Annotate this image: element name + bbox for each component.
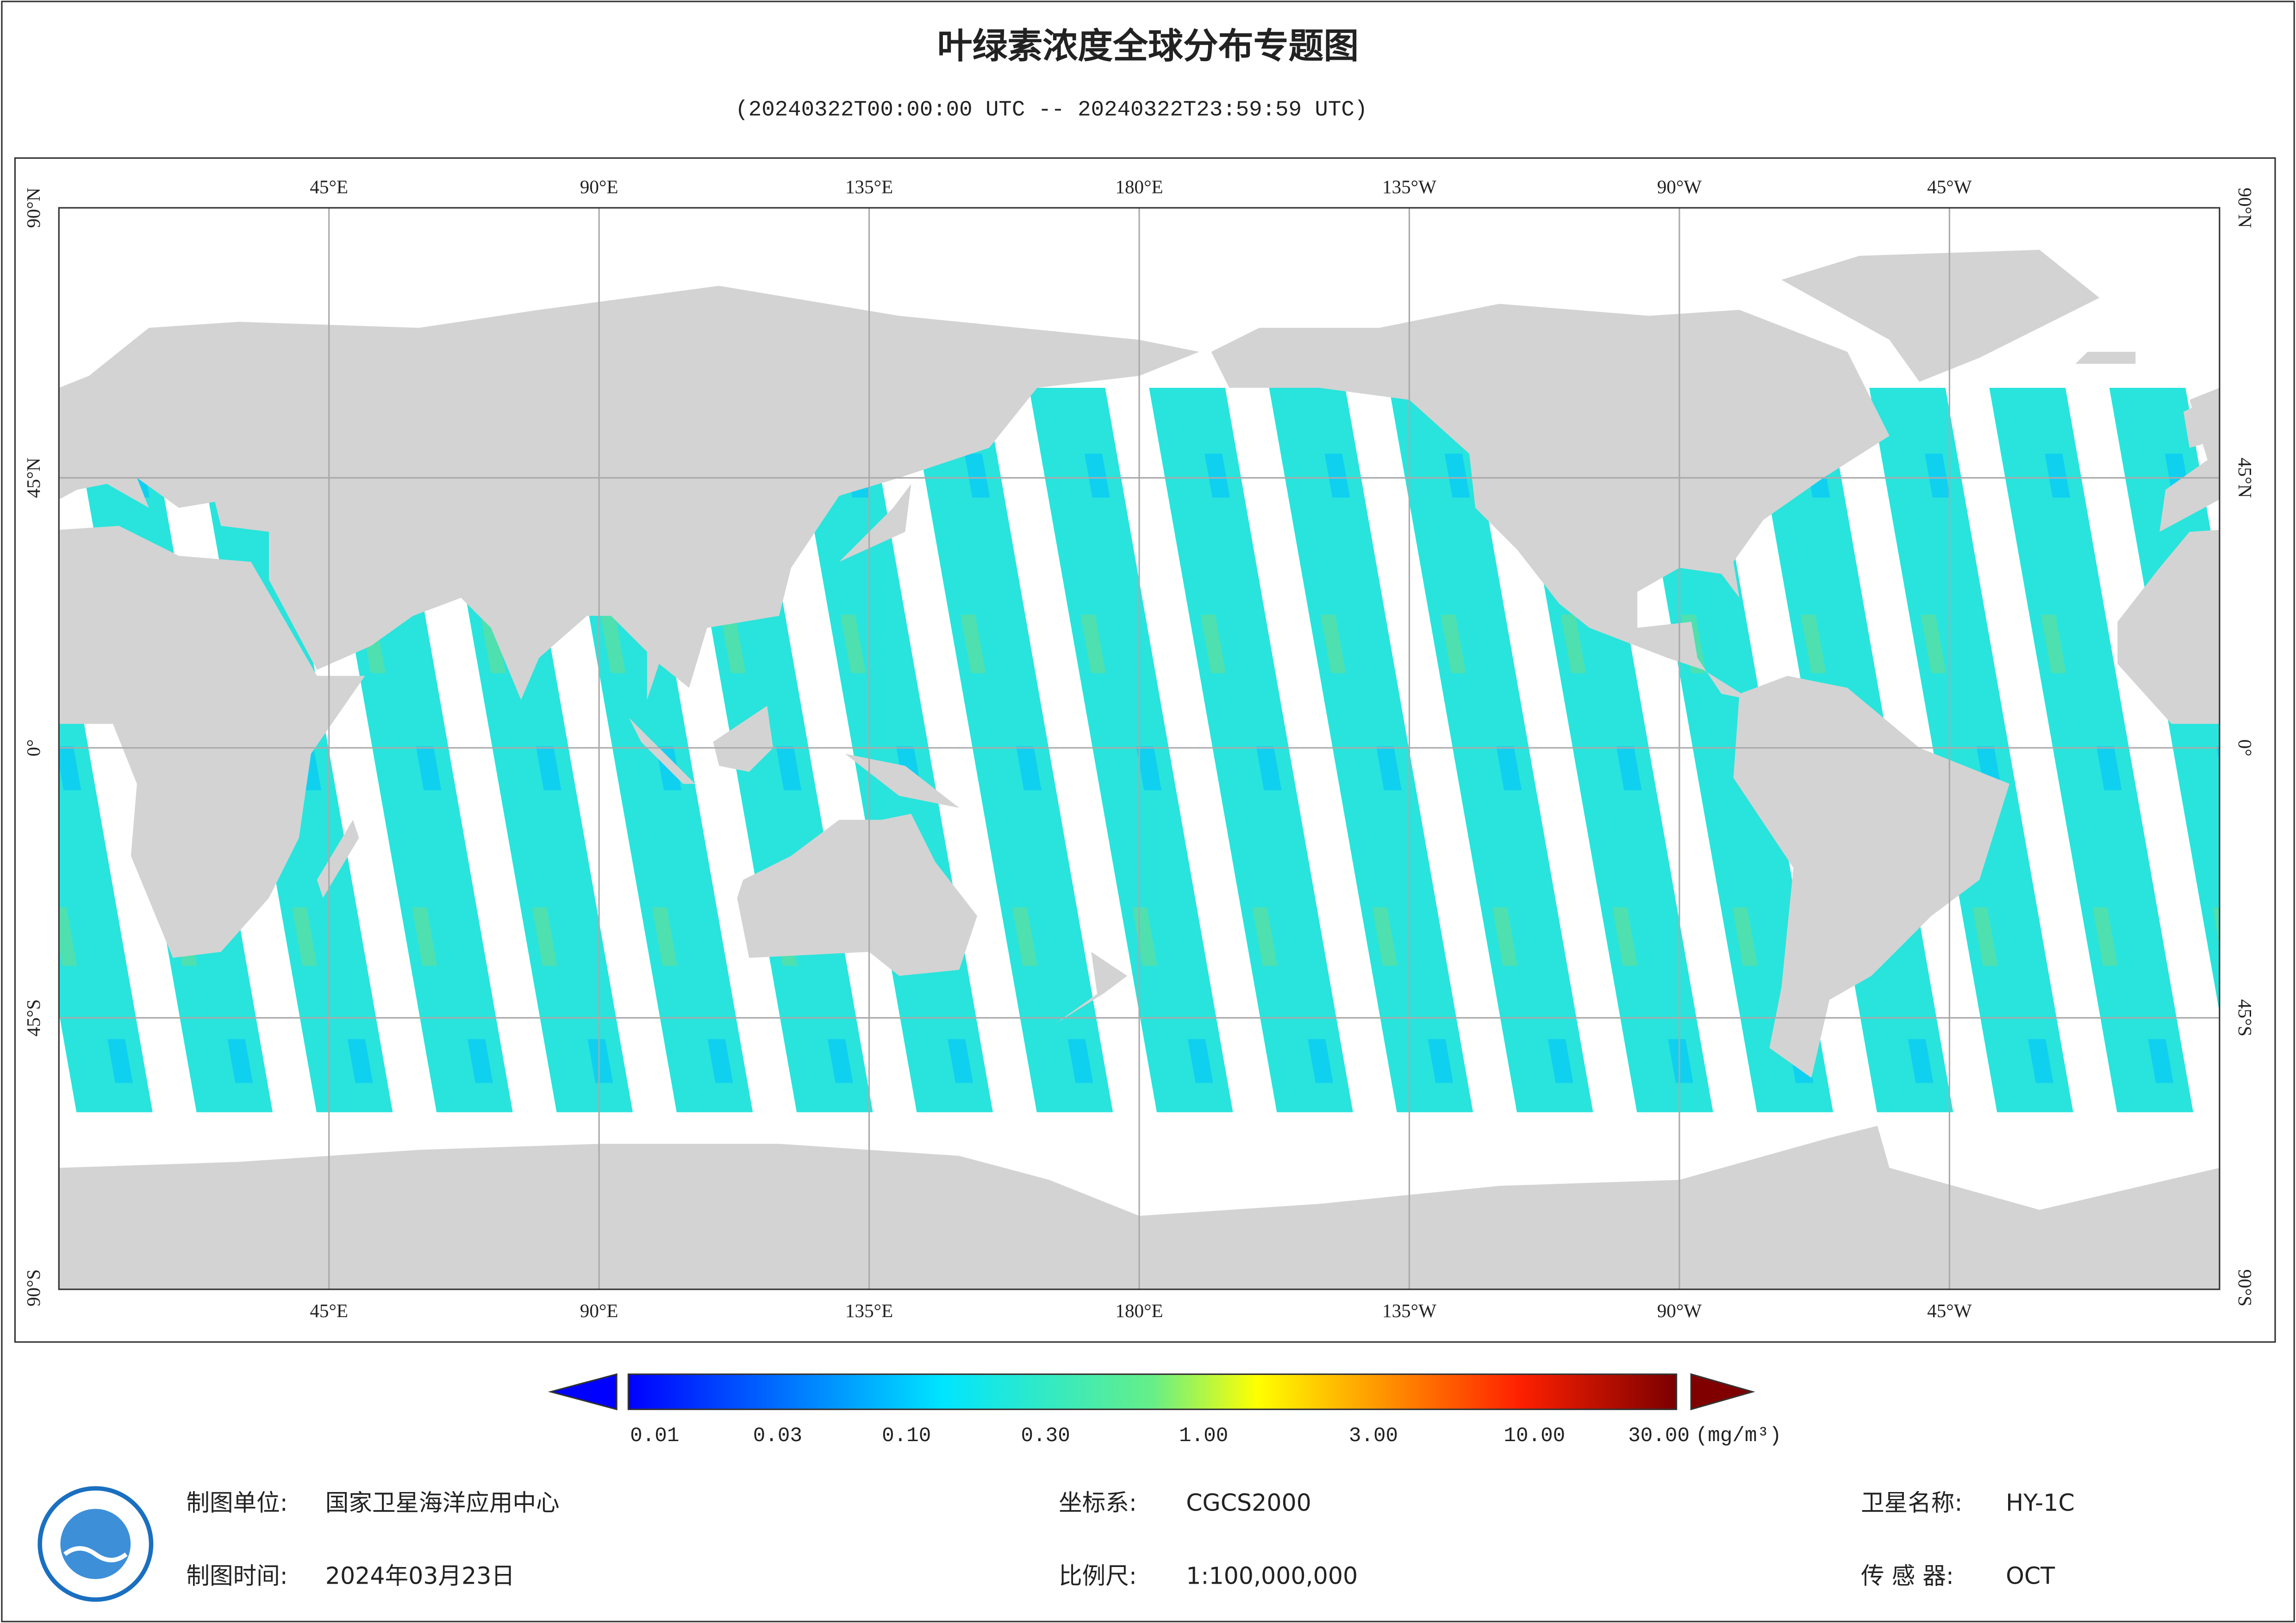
- greenland: [1781, 249, 2100, 382]
- footer-label: 比例尺:: [1059, 1562, 1137, 1589]
- footer-value: CGCS2000: [1186, 1489, 1311, 1516]
- lon-label-top: 45°W: [1927, 176, 1972, 197]
- lat-label-left: 90°S: [23, 1269, 44, 1306]
- madagascar: [317, 820, 359, 898]
- footer-value: 1:100,000,000: [1186, 1562, 1358, 1589]
- lon-label-bottom: 135°W: [1382, 1300, 1436, 1321]
- footer-label: 传 感 器:: [1861, 1562, 1954, 1589]
- australia: [737, 814, 977, 976]
- lon-label-bottom: 45°W: [1927, 1300, 1972, 1321]
- colorbar-unit: (mg/m³): [1696, 1424, 1782, 1448]
- japan: [839, 484, 911, 562]
- africa: [2117, 529, 2220, 724]
- colorbar-label: 30.00: [1628, 1424, 1690, 1448]
- colorbar-low-arrow: [548, 1373, 618, 1411]
- new-zealand: [1055, 951, 1128, 1024]
- colorbar-label: 0.10: [882, 1424, 931, 1448]
- colorbar-high-arrow: [1690, 1373, 1755, 1411]
- colorbar-label: 0.03: [753, 1424, 802, 1448]
- iceland: [2075, 352, 2136, 364]
- footer-value: HY-1C: [2006, 1489, 2075, 1516]
- colorbar-label: 0.01: [630, 1424, 679, 1448]
- logo: [37, 1486, 154, 1602]
- footer-label: 制图单位:: [186, 1489, 287, 1516]
- south-america: [1733, 676, 2010, 1078]
- lat-label-right: 90°S: [2234, 1269, 2256, 1306]
- lon-label-bottom: 45°E: [310, 1300, 348, 1321]
- title: 叶绿素浓度全球分布专题图: [937, 25, 1359, 66]
- footer-label: 制图时间:: [186, 1562, 287, 1589]
- lon-label-bottom: 180°E: [1115, 1300, 1163, 1321]
- map-frame: [58, 207, 2221, 1290]
- lat-label-right: 45°N: [2234, 458, 2256, 498]
- lon-label-top: 45°E: [310, 176, 348, 197]
- africa: [59, 526, 365, 958]
- footer-value: OCT: [2006, 1562, 2055, 1589]
- borneo: [713, 706, 774, 772]
- footer-label: 卫星名称:: [1861, 1489, 1962, 1516]
- colorbar: [627, 1373, 1678, 1410]
- lat-label-left: 90°N: [23, 187, 44, 228]
- britain: [59, 417, 71, 440]
- lat-label-right: 90°N: [2234, 187, 2256, 228]
- lon-label-top: 90°E: [580, 176, 618, 197]
- north-america: [1211, 304, 1890, 700]
- britain: [2184, 399, 2220, 448]
- footer-label: 坐标系:: [1059, 1489, 1137, 1516]
- colorbar-label: 1.00: [1179, 1424, 1228, 1448]
- colorbar-label: 10.00: [1504, 1424, 1565, 1448]
- lon-label-bottom: 90°E: [580, 1300, 618, 1321]
- lat-label-left: 45°N: [23, 458, 44, 498]
- subtitle: (20240322T00:00:00 UTC -- 20240322T23:59…: [735, 98, 1367, 123]
- footer-value: 国家卫星海洋应用中心: [325, 1489, 560, 1516]
- lat-label-right: 0°: [2234, 739, 2256, 756]
- lat-label-left: 45°S: [23, 999, 44, 1036]
- lat-label-right: 45°S: [2234, 999, 2256, 1036]
- logo-globe: [60, 1509, 131, 1579]
- lon-label-top: 135°W: [1382, 176, 1436, 197]
- lon-label-bottom: 90°W: [1657, 1300, 1702, 1321]
- logo-wave: [63, 1546, 128, 1562]
- lat-label-left: 0°: [23, 739, 44, 756]
- colorbar-label: 0.30: [1021, 1424, 1070, 1448]
- lon-label-top: 180°E: [1115, 176, 1163, 197]
- colorbar-label: 3.00: [1349, 1424, 1398, 1448]
- lon-label-bottom: 135°E: [845, 1300, 893, 1321]
- lon-label-top: 135°E: [845, 176, 893, 197]
- footer-value: 2024年03月23日: [325, 1562, 515, 1589]
- eurasia: [59, 286, 1199, 700]
- map: [59, 208, 2220, 1289]
- map-border: [14, 157, 2276, 1343]
- new-guinea: [845, 753, 960, 808]
- lon-label-top: 90°W: [1657, 176, 1702, 197]
